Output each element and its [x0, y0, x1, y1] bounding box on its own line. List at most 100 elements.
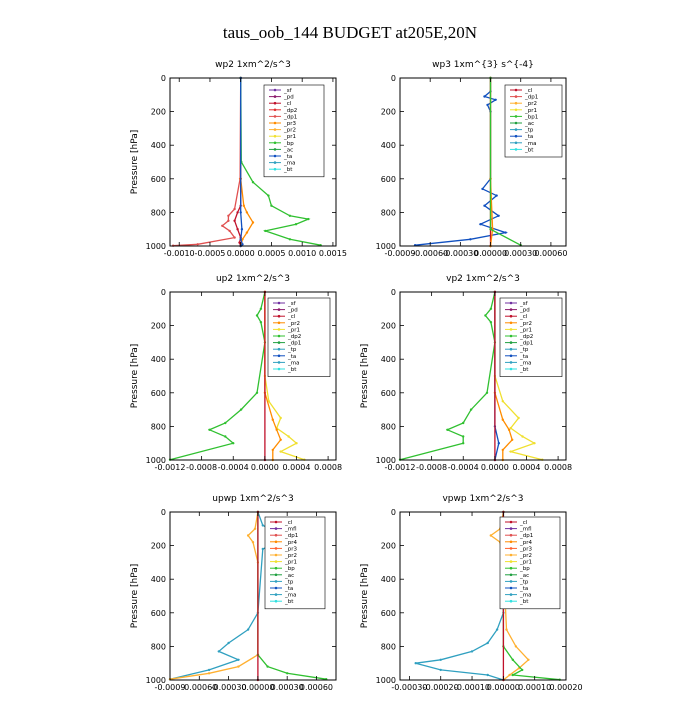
series-1-point-12: [207, 668, 211, 672]
x-tick-label: -0.00030: [391, 683, 427, 692]
series-1-point-13: [504, 231, 507, 234]
series-1-point-10: [224, 435, 227, 438]
legend-entry: _ta: [283, 154, 292, 160]
y-tick-label: 800: [381, 422, 396, 431]
chart-panel-6: vpwp 1xm^2/s^3 Pressure [hPa] 0 200 400 600 80…: [360, 494, 583, 692]
legend-marker: [514, 121, 518, 125]
series-3-point-5: [251, 221, 255, 224]
x-tick-label: -0.00020: [423, 683, 459, 692]
legend-marker: [274, 580, 278, 583]
legend-entry: _ac: [524, 121, 534, 127]
series-1-point-4: [259, 321, 263, 324]
panel-title: upwp 1xm^2/s^3: [212, 494, 293, 504]
y-tick-label: 400: [381, 141, 396, 150]
legend-marker: [274, 533, 278, 537]
legend-entry: _pr1: [524, 108, 537, 114]
legend-marker: [273, 148, 277, 151]
legend-entry: _ma: [283, 161, 295, 167]
legend-marker: [509, 547, 513, 550]
legend-entry: _bp: [519, 566, 530, 572]
series-3-point-3: [501, 418, 504, 421]
y-tick-label: 800: [381, 208, 396, 217]
y-tick-label: 400: [381, 355, 396, 364]
y-tick-label: 800: [151, 422, 166, 431]
y-tick-label: 0: [391, 288, 396, 297]
series-4-point-4: [267, 194, 270, 197]
legend-entry: _tp: [519, 579, 529, 585]
series-3-point-5: [279, 438, 282, 441]
series-2-point-3: [246, 534, 250, 537]
legend-marker: [277, 367, 281, 371]
legend-entry: _dp1: [519, 533, 533, 539]
x-tick-label: -0.0012: [385, 463, 416, 472]
legend-entry: _sf: [519, 301, 529, 307]
y-tick-label: 600: [151, 389, 166, 398]
series-5-point-5: [241, 243, 244, 246]
series-3-point-3: [242, 204, 245, 207]
series-2-point-7: [295, 442, 298, 445]
legend-marker: [509, 314, 513, 318]
legend-marker: [273, 121, 277, 125]
y-axis-label: Pressure [hPa]: [130, 344, 140, 409]
legend-entry: _bt: [519, 599, 529, 605]
legend-entry: _bp1: [524, 114, 538, 120]
series-1-point-8: [246, 628, 250, 631]
panel-title: vp2 1xm^2/s^3: [446, 274, 520, 284]
legend-entry: _dp2: [283, 108, 297, 114]
series-1-point-6: [255, 391, 259, 394]
legend-entry: _dp1: [524, 95, 538, 101]
series-2-point-4: [279, 416, 282, 420]
series-1-point-9: [486, 673, 489, 677]
legend-marker: [509, 573, 513, 577]
figure-title: taus_oob_144 BUDGET at205E,20N: [223, 23, 477, 42]
legend-marker: [273, 88, 277, 92]
legend-entry: _pr1: [284, 560, 297, 566]
x-tick-label: -0.00060: [412, 249, 448, 258]
x-tick-label: -0.0009: [155, 683, 186, 692]
series-3-point-5: [511, 673, 514, 677]
series-1-point-7: [469, 408, 473, 411]
y-tick-label: 600: [151, 609, 166, 618]
legend-marker: [273, 141, 277, 145]
legend-box: [264, 516, 326, 610]
series-4-point-2: [489, 228, 492, 231]
series-3-point-3: [511, 658, 514, 661]
legend-entry: _pr1: [519, 327, 532, 333]
legend-entry: _cl: [283, 101, 292, 107]
chart-panel-4: vp2 1xm^2/s^3 Pressure [hPa] 0 200 400 600 800…: [360, 274, 572, 472]
series-3-point-4: [507, 428, 511, 431]
series-3-point-6: [271, 448, 274, 452]
series-1-point-9: [495, 194, 498, 197]
legend-entry: _tp: [284, 579, 294, 585]
y-tick-label: 600: [381, 609, 396, 618]
series-1-point-4: [489, 321, 493, 324]
series-line-1: [169, 291, 266, 461]
series-1-point-5: [470, 650, 474, 653]
legend-marker: [277, 321, 281, 325]
legend-entry: _pd: [519, 308, 530, 314]
legend-marker: [509, 599, 513, 603]
panel-title: vpwp 1xm^2/s^3: [442, 494, 523, 504]
series-1-point-8: [439, 668, 442, 672]
series-3-point-5: [511, 438, 514, 441]
series-2-point-8: [207, 672, 211, 675]
series-4-point-3: [497, 442, 500, 445]
legend-marker: [509, 367, 513, 371]
y-tick-label: 400: [151, 575, 166, 584]
legend-marker: [514, 108, 518, 112]
series-2-point-7: [228, 229, 231, 233]
x-tick-label: -0.00010: [454, 683, 490, 692]
series-3-point-6: [501, 448, 504, 452]
legend: _cl_dp1_pr2_pr1_bp1_ac_tp_ta_ma_bt: [504, 84, 563, 158]
legend-entry: _pr1: [283, 134, 296, 140]
x-tick-label: 0.0004: [282, 463, 310, 472]
legend-marker: [509, 328, 513, 331]
legend-entry: _tp: [519, 347, 529, 353]
legend-marker: [273, 101, 277, 105]
legend-marker: [509, 540, 513, 544]
series-2-point-10: [508, 673, 511, 677]
legend-marker: [273, 128, 277, 131]
series-4-point-3: [251, 181, 255, 184]
y-tick-label: 600: [151, 175, 166, 184]
legend-marker: [273, 115, 277, 118]
